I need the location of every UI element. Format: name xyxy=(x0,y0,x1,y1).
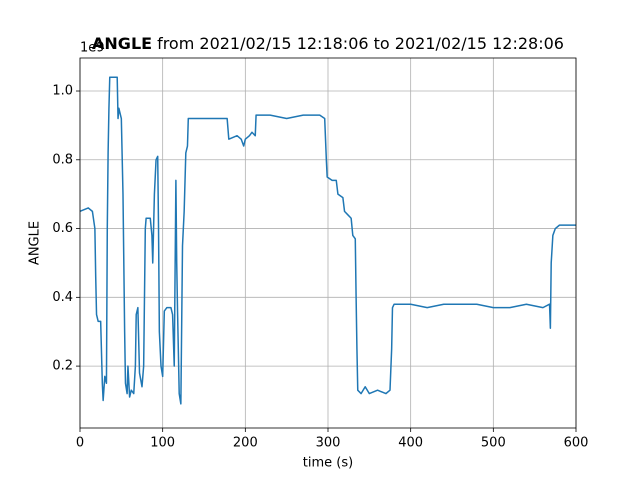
x-tick-label: 400 xyxy=(398,436,423,451)
chart-title-suffix: from 2021/02/15 12:18:06 to 2021/02/15 1… xyxy=(157,34,564,53)
x-tick-label: 0 xyxy=(76,436,84,451)
y-offset-label: 1e9 xyxy=(80,41,105,56)
x-tick-label: 600 xyxy=(564,436,589,451)
chart-title-group: ANGLE from 2021/02/15 12:18:06 to 2021/02… xyxy=(92,34,564,53)
y-tick-label: 0.2 xyxy=(52,359,73,374)
chart-title: ANGLE xyxy=(92,34,152,53)
y-tick-label: 0.6 xyxy=(52,221,73,236)
data-line xyxy=(79,76,576,405)
y-tick-label: 0.4 xyxy=(52,290,73,305)
x-tick-label: 300 xyxy=(316,436,341,451)
x-tick-label: 100 xyxy=(150,436,175,451)
x-tick-label: 200 xyxy=(233,436,258,451)
y-axis-label: ANGLE xyxy=(28,221,43,265)
y-tick-label: 0.8 xyxy=(52,152,73,167)
plot-frame xyxy=(79,57,577,429)
x-axis-label: time (s) xyxy=(303,456,353,471)
x-tick-label: 500 xyxy=(481,436,506,451)
y-tick-label: 1.0 xyxy=(52,84,73,99)
